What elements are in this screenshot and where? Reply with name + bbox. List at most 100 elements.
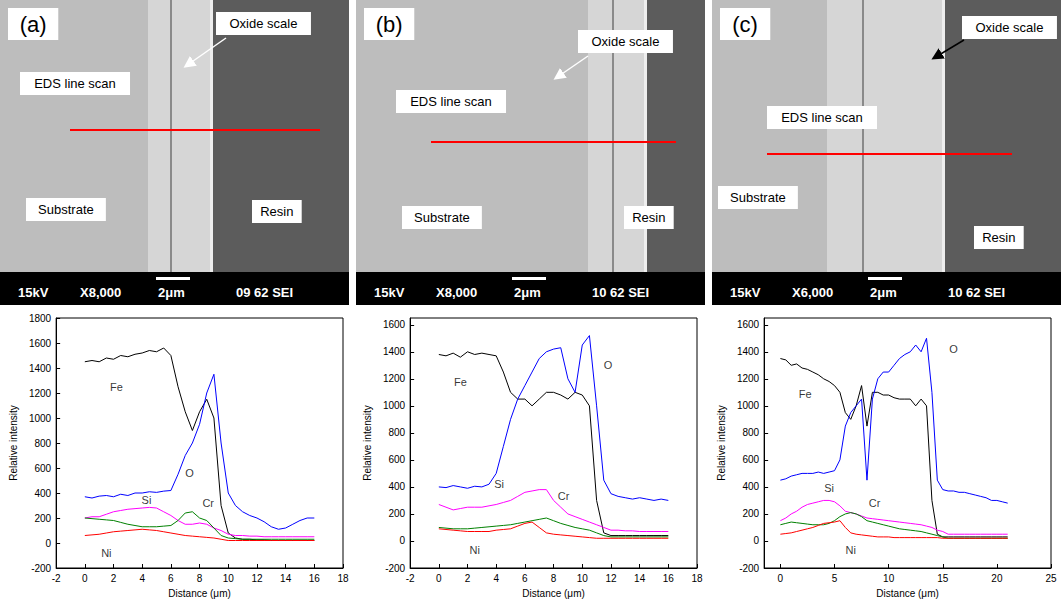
svg-text:15kV: 15kV: [730, 285, 761, 300]
svg-text:2μm: 2μm: [870, 285, 897, 300]
svg-text:25: 25: [1045, 573, 1057, 584]
svg-text:Resin: Resin: [260, 204, 293, 219]
svg-text:400: 400: [34, 488, 51, 499]
svg-text:18: 18: [337, 573, 349, 584]
svg-text:20: 20: [991, 573, 1003, 584]
svg-text:X8,000: X8,000: [436, 285, 477, 300]
svg-text:12: 12: [605, 573, 617, 584]
svg-text:10 62 SEI: 10 62 SEI: [948, 285, 1005, 300]
svg-text:Distance (μm): Distance (μm): [168, 588, 230, 599]
svg-text:10: 10: [223, 573, 235, 584]
svg-text:Ni: Ni: [469, 544, 479, 556]
svg-text:Substrate: Substrate: [730, 190, 786, 205]
svg-text:0: 0: [82, 573, 88, 584]
svg-text:14: 14: [634, 573, 646, 584]
svg-text:5: 5: [832, 573, 838, 584]
svg-text:600: 600: [742, 454, 759, 465]
svg-text:800: 800: [388, 427, 405, 438]
svg-text:EDS line scan: EDS line scan: [781, 110, 863, 125]
svg-text:-200: -200: [31, 563, 51, 574]
svg-text:Resin: Resin: [632, 210, 665, 225]
svg-text:15: 15: [937, 573, 949, 584]
svg-text:Cr: Cr: [869, 497, 881, 509]
svg-text:0: 0: [754, 535, 760, 546]
svg-text:X8,000: X8,000: [80, 285, 121, 300]
svg-text:1000: 1000: [29, 413, 52, 424]
svg-text:6: 6: [522, 573, 528, 584]
svg-text:200: 200: [34, 513, 51, 524]
svg-text:0: 0: [400, 535, 406, 546]
svg-text:O: O: [949, 343, 958, 355]
svg-text:Distance (μm): Distance (μm): [876, 588, 938, 599]
svg-text:1600: 1600: [383, 319, 406, 330]
svg-text:0: 0: [46, 538, 52, 549]
svg-text:15kV: 15kV: [18, 285, 49, 300]
svg-text:Relative intensity: Relative intensity: [716, 405, 727, 481]
svg-text:1200: 1200: [737, 373, 760, 384]
svg-text:8: 8: [551, 573, 557, 584]
svg-text:Ni: Ni: [101, 547, 111, 559]
svg-text:15kV: 15kV: [374, 285, 405, 300]
svg-text:2: 2: [111, 573, 117, 584]
svg-text:(b): (b): [376, 12, 403, 37]
svg-text:6: 6: [168, 573, 174, 584]
svg-text:Relative intensity: Relative intensity: [8, 405, 19, 481]
svg-text:1400: 1400: [29, 363, 52, 374]
svg-text:Si: Si: [494, 478, 504, 490]
svg-text:1600: 1600: [29, 338, 52, 349]
svg-text:200: 200: [742, 508, 759, 519]
svg-text:400: 400: [742, 481, 759, 492]
svg-text:800: 800: [742, 427, 759, 438]
svg-text:8: 8: [197, 573, 203, 584]
svg-text:Si: Si: [824, 482, 834, 494]
svg-text:400: 400: [388, 481, 405, 492]
svg-text:09 62 SEI: 09 62 SEI: [236, 285, 293, 300]
svg-text:0: 0: [436, 573, 442, 584]
svg-text:Fe: Fe: [454, 376, 467, 388]
svg-text:1000: 1000: [383, 400, 406, 411]
svg-text:-2: -2: [406, 573, 415, 584]
svg-text:Oxide scale: Oxide scale: [230, 16, 298, 31]
svg-text:1600: 1600: [737, 319, 760, 330]
svg-text:EDS line scan: EDS line scan: [410, 94, 492, 109]
svg-text:14: 14: [280, 573, 292, 584]
svg-text:12: 12: [251, 573, 263, 584]
svg-text:Substrate: Substrate: [414, 210, 470, 225]
svg-text:(c): (c): [732, 12, 758, 37]
svg-text:X6,000: X6,000: [792, 285, 833, 300]
svg-text:Resin: Resin: [982, 230, 1015, 245]
svg-text:Fe: Fe: [799, 388, 812, 400]
svg-text:Oxide scale: Oxide scale: [976, 20, 1044, 35]
svg-text:16: 16: [309, 573, 321, 584]
svg-text:2μm: 2μm: [514, 285, 541, 300]
svg-text:18: 18: [691, 573, 703, 584]
svg-text:1800: 1800: [29, 313, 52, 324]
svg-text:10: 10: [577, 573, 589, 584]
svg-text:O: O: [604, 359, 613, 371]
svg-text:O: O: [185, 467, 194, 479]
svg-text:10 62 SEI: 10 62 SEI: [592, 285, 649, 300]
svg-text:600: 600: [388, 454, 405, 465]
svg-text:Fe: Fe: [110, 381, 123, 393]
svg-text:-200: -200: [739, 563, 759, 574]
svg-text:600: 600: [34, 463, 51, 474]
svg-text:EDS line scan: EDS line scan: [34, 76, 116, 91]
svg-text:1400: 1400: [737, 346, 760, 357]
svg-text:Relative intensity: Relative intensity: [362, 405, 373, 481]
svg-text:4: 4: [493, 573, 499, 584]
svg-text:1200: 1200: [29, 388, 52, 399]
svg-text:Oxide scale: Oxide scale: [592, 34, 660, 49]
svg-text:Cr: Cr: [558, 490, 570, 502]
svg-text:-2: -2: [52, 573, 61, 584]
svg-text:1400: 1400: [383, 346, 406, 357]
svg-text:-200: -200: [385, 563, 405, 574]
svg-text:Cr: Cr: [202, 497, 214, 509]
svg-text:200: 200: [388, 508, 405, 519]
svg-text:0: 0: [778, 573, 784, 584]
svg-text:Si: Si: [142, 494, 152, 506]
svg-text:10: 10: [883, 573, 895, 584]
svg-text:16: 16: [663, 573, 675, 584]
svg-text:(a): (a): [20, 12, 47, 37]
svg-text:Distance (μm): Distance (μm): [522, 588, 584, 599]
svg-text:1200: 1200: [383, 373, 406, 384]
